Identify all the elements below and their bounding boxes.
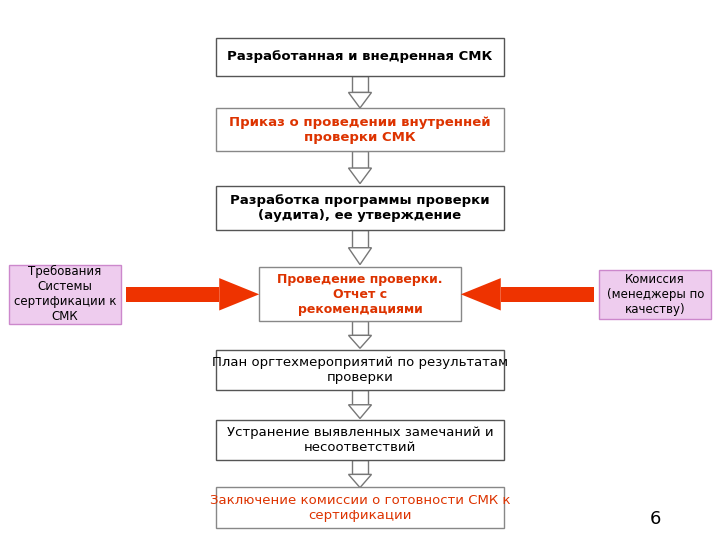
FancyBboxPatch shape <box>501 287 594 302</box>
Polygon shape <box>348 405 372 418</box>
FancyBboxPatch shape <box>216 420 504 460</box>
FancyBboxPatch shape <box>352 151 368 168</box>
FancyBboxPatch shape <box>216 186 504 230</box>
Polygon shape <box>348 475 372 488</box>
FancyBboxPatch shape <box>126 287 220 302</box>
Text: Разработка программы проверки
(аудита), ее утверждение: Разработка программы проверки (аудита), … <box>230 194 490 222</box>
FancyBboxPatch shape <box>259 267 461 321</box>
Text: Разработанная и внедренная СМК: Разработанная и внедренная СМК <box>228 50 492 63</box>
Text: Требования
Системы
сертификации к
СМК: Требования Системы сертификации к СМК <box>14 265 116 323</box>
FancyBboxPatch shape <box>352 321 368 335</box>
Text: Приказ о проведении внутренней
проверки СМК: Приказ о проведении внутренней проверки … <box>229 116 491 144</box>
Text: Заключение комиссии о готовности СМК к
сертификации: Заключение комиссии о готовности СМК к с… <box>210 494 510 522</box>
FancyBboxPatch shape <box>216 38 504 76</box>
Polygon shape <box>348 168 372 184</box>
FancyBboxPatch shape <box>352 460 368 475</box>
Text: План оргтехмероприятий по результатам
проверки: План оргтехмероприятий по результатам пр… <box>212 356 508 384</box>
FancyBboxPatch shape <box>352 230 368 248</box>
FancyBboxPatch shape <box>9 265 121 324</box>
Polygon shape <box>348 92 372 108</box>
FancyBboxPatch shape <box>599 270 711 319</box>
Text: Комиссия
(менеджеры по
качеству): Комиссия (менеджеры по качеству) <box>606 273 704 316</box>
FancyBboxPatch shape <box>352 76 368 92</box>
Polygon shape <box>348 248 372 265</box>
FancyBboxPatch shape <box>216 487 504 528</box>
Polygon shape <box>220 278 259 310</box>
Polygon shape <box>461 278 501 310</box>
Polygon shape <box>348 335 372 348</box>
FancyBboxPatch shape <box>352 390 368 405</box>
Text: Устранение выявленных замечаний и
несоответствий: Устранение выявленных замечаний и несоот… <box>227 426 493 454</box>
FancyBboxPatch shape <box>216 350 504 390</box>
Text: 6: 6 <box>649 510 661 528</box>
FancyBboxPatch shape <box>216 108 504 151</box>
Text: Проведение проверки.
Отчет с
рекомендациями: Проведение проверки. Отчет с рекомендаци… <box>277 273 443 316</box>
